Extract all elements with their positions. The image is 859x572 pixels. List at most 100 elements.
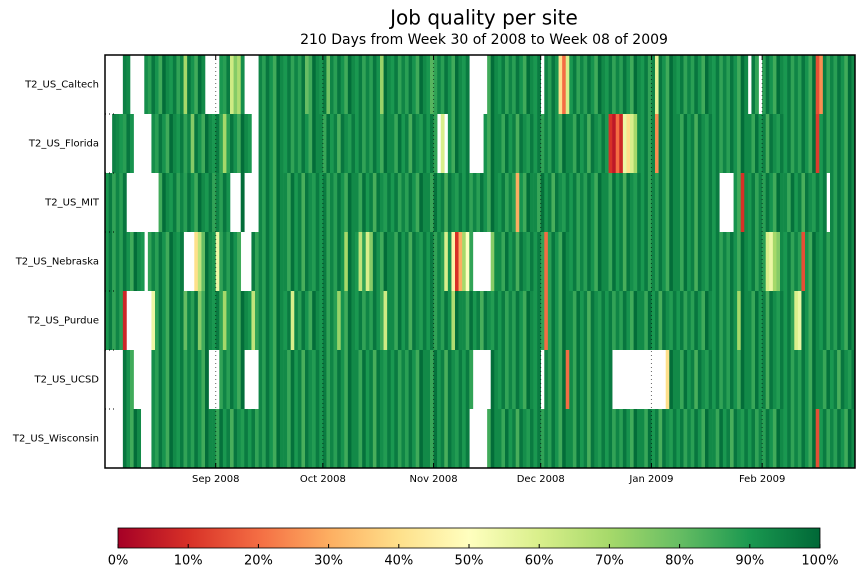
heat-cell [362, 173, 367, 232]
heat-cell [501, 350, 506, 409]
heat-cell [369, 291, 374, 350]
heat-cell [562, 409, 567, 468]
heat-cell [555, 409, 559, 468]
heat-cell [651, 173, 656, 232]
heat-cell [337, 232, 342, 291]
heat-cell [544, 291, 549, 350]
heat-cell [830, 291, 834, 350]
heat-cell [451, 350, 456, 409]
heat-cell [569, 232, 574, 291]
heat-cell [462, 55, 467, 114]
heat-cell [737, 291, 742, 350]
heat-cell [387, 291, 392, 350]
heat-cell [462, 409, 467, 468]
heat-cell [383, 409, 388, 468]
heat-cell [558, 232, 563, 291]
heat-cell [208, 232, 213, 291]
heat-cell [147, 55, 152, 114]
heat-cell [301, 350, 306, 409]
heat-cell [840, 291, 845, 350]
heat-cell [208, 409, 213, 468]
heat-cell [622, 409, 627, 468]
heat-cell [183, 409, 188, 468]
heat-cell [719, 291, 724, 350]
heat-cell [333, 350, 338, 409]
heat-cell [319, 291, 324, 350]
heat-cell [522, 232, 527, 291]
heat-cell [315, 350, 320, 409]
heat-cell [258, 114, 263, 173]
heat-cell [662, 291, 667, 350]
heat-cell [426, 114, 431, 173]
heat-cell [676, 291, 681, 350]
heat-cell [833, 55, 838, 114]
heat-cell [533, 350, 538, 409]
heat-cell [822, 409, 827, 468]
heat-cell [576, 232, 581, 291]
heat-cell [455, 409, 459, 468]
heat-cell [637, 232, 642, 291]
heat-cell [722, 232, 727, 291]
heat-cell [651, 409, 656, 468]
heat-cell [733, 232, 738, 291]
heat-cell [508, 291, 513, 350]
heat-cell [580, 350, 584, 409]
heat-cell [565, 114, 570, 173]
heat-cell [397, 114, 402, 173]
heat-cell [630, 291, 634, 350]
heat-cell [551, 173, 556, 232]
heat-cell [658, 55, 663, 114]
heat-cell [776, 114, 781, 173]
heat-cell [262, 173, 267, 232]
heat-cell [394, 350, 399, 409]
heat-cell [297, 291, 302, 350]
heat-cell [680, 55, 684, 114]
heat-cell [697, 291, 702, 350]
heat-cell [497, 291, 502, 350]
heat-cell [290, 291, 295, 350]
heat-cell [601, 350, 606, 409]
heat-cell [833, 173, 838, 232]
heat-cell [769, 350, 774, 409]
heat-cell [265, 291, 270, 350]
heat-cell [408, 409, 413, 468]
heat-cell [347, 409, 352, 468]
heat-cell [201, 409, 206, 468]
heat-cell [805, 55, 809, 114]
heat-cell [837, 409, 842, 468]
heat-cell [205, 409, 209, 468]
heat-cell [633, 409, 638, 468]
heat-cell [301, 409, 306, 468]
heat-cell [262, 350, 267, 409]
heat-cell [326, 55, 331, 114]
heat-cell [755, 291, 759, 350]
heat-cell [801, 350, 806, 409]
heat-cell [333, 232, 338, 291]
heat-cell [687, 409, 692, 468]
heat-cell [512, 114, 517, 173]
heat-cell [258, 409, 263, 468]
heat-cell [105, 232, 109, 291]
heat-cell [851, 291, 856, 350]
heat-cell [469, 291, 474, 350]
heat-cell [644, 291, 649, 350]
heat-cell [258, 173, 263, 232]
heat-cell [308, 232, 313, 291]
heat-cell [151, 409, 156, 468]
heat-cell [305, 409, 309, 468]
heat-cell [197, 291, 202, 350]
heat-cell [605, 55, 609, 114]
heat-cell [644, 114, 649, 173]
heat-cell [805, 291, 809, 350]
heat-cell [797, 291, 802, 350]
heat-cell [501, 232, 506, 291]
heat-cell [340, 55, 345, 114]
heat-cell [176, 409, 181, 468]
heat-cell [651, 232, 656, 291]
heat-cell [272, 350, 277, 409]
heat-cell [812, 114, 817, 173]
heat-cell [362, 409, 367, 468]
heat-cell [730, 232, 734, 291]
heat-cell [451, 409, 456, 468]
